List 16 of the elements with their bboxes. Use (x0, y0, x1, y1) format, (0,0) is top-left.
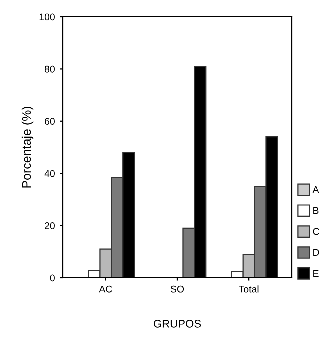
legend-label: B (314, 207, 319, 214)
legend-label: E (314, 270, 319, 277)
y-axis-title: Porcentaje (%) (22, 106, 34, 188)
y-tick-label: 0 (50, 274, 55, 282)
x-axis-title: GRUPOS (154, 320, 202, 328)
legend-label: C (313, 228, 320, 236)
y-tick-label: 80 (44, 66, 55, 73)
x-tick-label: SO (170, 286, 184, 293)
legend-label: D (314, 249, 320, 256)
x-tick-label: Total (239, 286, 259, 293)
y-tick-label: 100 (40, 14, 55, 21)
y-tick-label: 60 (45, 118, 55, 126)
legend-label: A (312, 186, 320, 194)
y-tick-label: 40 (44, 170, 55, 178)
y-tick-label: 20 (45, 222, 55, 230)
x-tick-label: AC (99, 286, 112, 293)
